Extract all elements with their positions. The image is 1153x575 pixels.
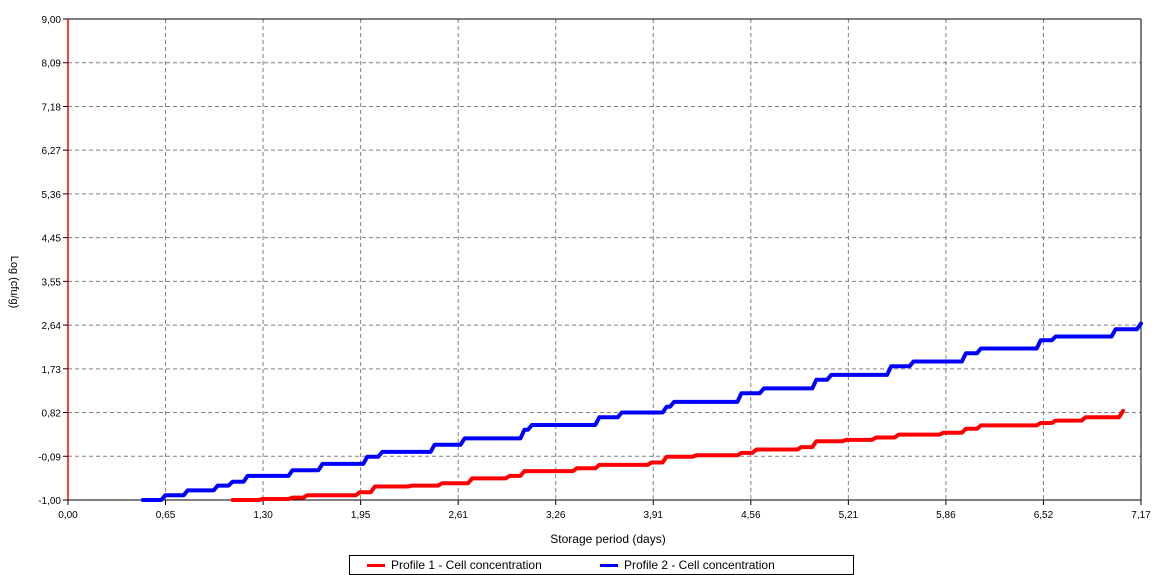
y-tick-label: -0,09 — [38, 452, 61, 463]
y-tick-label: 9,00 — [42, 15, 62, 26]
x-tick-label: 3,26 — [546, 510, 566, 521]
legend-label-profile-1: Profile 1 - Cell concentration — [391, 558, 542, 572]
x-tick-label: 0,00 — [58, 510, 78, 521]
x-tick-label: 1,95 — [351, 510, 371, 521]
series-line-profile-1 — [230, 409, 1125, 502]
x-tick-label: 0,65 — [156, 510, 176, 521]
y-tick-label: 3,55 — [42, 277, 62, 288]
y-tick-label: 1,73 — [42, 365, 62, 376]
y-tick-label: 7,18 — [42, 102, 62, 113]
series-line-profile-2 — [140, 321, 1143, 502]
x-tick-label: 3,91 — [644, 510, 664, 521]
series-lines — [140, 321, 1143, 502]
x-axis-ticks: 0,00 0,65 1,30 1,95 2,61 3,26 3,91 4,56 5,21 5,86… — [58, 500, 1151, 521]
axes — [67, 18, 1142, 501]
y-tick-label: 6,27 — [42, 146, 62, 157]
y-tick-label: 2,64 — [42, 321, 62, 332]
x-tick-label: 5,86 — [936, 510, 956, 521]
x-tick-label: 7,17 — [1131, 510, 1151, 521]
y-tick-label: -1,00 — [38, 496, 61, 507]
y-tick-label: 5,36 — [42, 190, 62, 201]
y-axis-label: Log (cfu/g) — [8, 256, 20, 309]
x-tick-label: 1,30 — [253, 510, 273, 521]
y-tick-label: 8,09 — [42, 59, 62, 70]
grid — [68, 19, 1141, 500]
legend-item-profile-2: Profile 2 - Cell concentration — [600, 557, 775, 573]
legend-item-profile-1: Profile 1 - Cell concentration — [367, 557, 542, 573]
x-tick-label: 4,56 — [741, 510, 761, 521]
x-tick-label: 5,21 — [839, 510, 859, 521]
legend: Profile 1 - Cell concentration Profile 2… — [349, 555, 854, 575]
legend-swatch-profile-1 — [367, 563, 385, 567]
legend-label-profile-2: Profile 2 - Cell concentration — [624, 558, 775, 572]
legend-swatch-profile-2 — [600, 563, 618, 567]
y-tick-label: 4,45 — [42, 234, 62, 245]
x-tick-label: 2,61 — [448, 510, 468, 521]
line-chart: 0,00 0,65 1,30 1,95 2,61 3,26 3,91 4,56 5,21 5,86… — [8, 15, 1151, 546]
x-axis-label: Storage period (days) — [550, 532, 665, 546]
x-tick-label: 6,52 — [1034, 510, 1054, 521]
y-axis-ticks: 9,00 8,09 7,18 6,27 5,36 4,45 3,55 2,64 1,73 0,82… — [38, 15, 68, 507]
plot-area — [68, 19, 1141, 500]
y-tick-label: 0,82 — [42, 409, 62, 420]
